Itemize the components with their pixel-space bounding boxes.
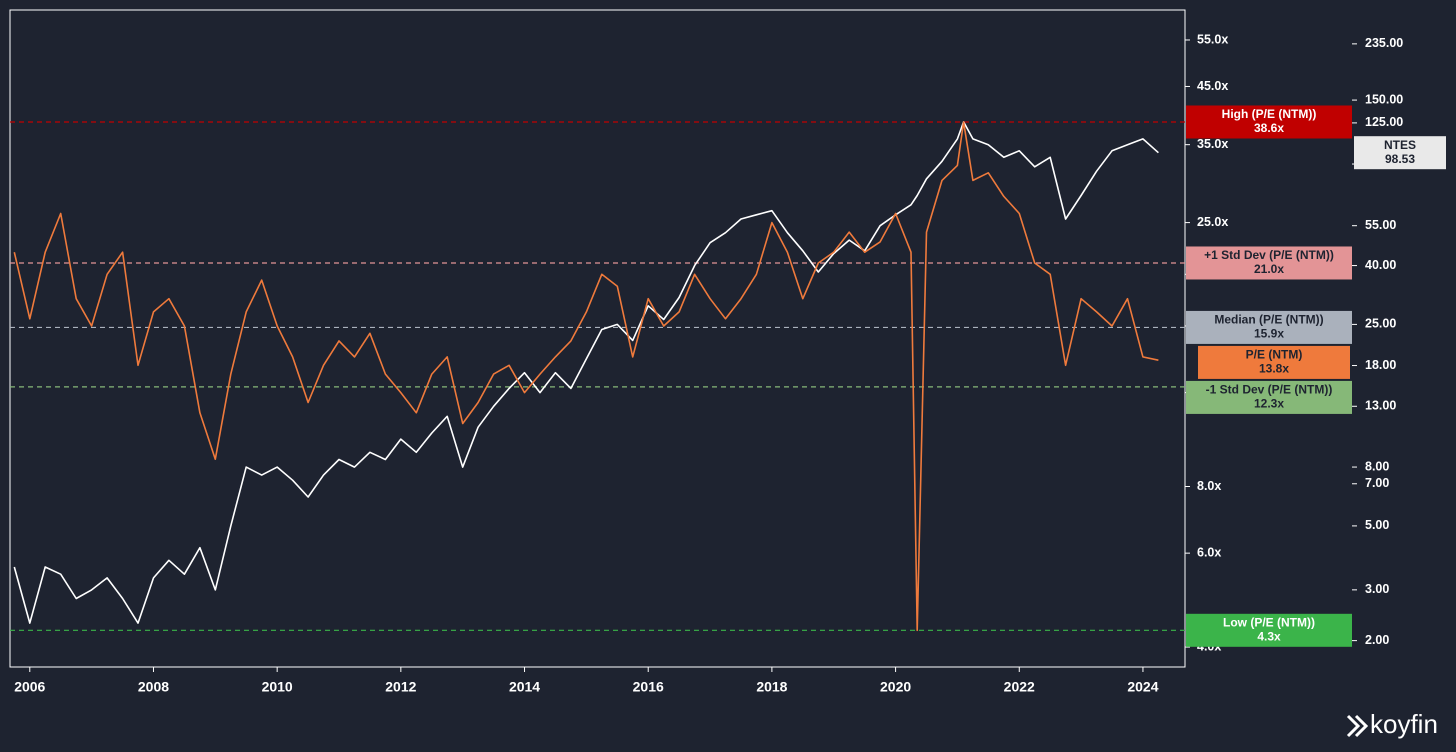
y2-tick-label: 18.00: [1365, 358, 1396, 372]
logo-text: koyfin: [1370, 709, 1438, 739]
x-tick-label: 2024: [1127, 679, 1158, 695]
y2-tick-label: 8.00: [1365, 459, 1389, 473]
value-box: High (P/E (NTM))38.6x: [1186, 105, 1352, 139]
value-box: P/E (NTM)13.8x: [1198, 345, 1350, 379]
y-tick-label: 55.0x: [1197, 32, 1228, 46]
value-box-value: 21.0x: [1254, 262, 1284, 276]
y2-tick-label: 7.00: [1365, 476, 1389, 490]
value-box-value: 98.53: [1385, 152, 1415, 166]
logo: koyfin: [1346, 709, 1438, 739]
x-tick-label: 2018: [756, 679, 787, 695]
y-tick-label: 35.0x: [1197, 137, 1228, 151]
value-box-value: 4.3x: [1257, 629, 1281, 643]
value-box-value: 38.6x: [1254, 121, 1284, 135]
x-tick-label: 2020: [880, 679, 911, 695]
y2-tick-label: 125.00: [1365, 115, 1403, 129]
plot-frame: [9, 9, 1186, 668]
series-line: [13, 121, 1159, 632]
x-tick-label: 2022: [1004, 679, 1035, 695]
value-box-name: P/E (NTM): [1246, 348, 1303, 362]
y2-tick-label: 150.00: [1365, 92, 1403, 106]
value-box-bg: [1186, 613, 1352, 647]
value-box-name: Median (P/E (NTM)): [1214, 313, 1323, 327]
value-box-name: +1 Std Dev (P/E (NTM)): [1204, 248, 1334, 262]
value-box-value: 13.8x: [1259, 362, 1289, 376]
y-tick-label: 6.0x: [1197, 545, 1221, 559]
x-tick-label: 2006: [14, 679, 45, 695]
y2-tick-label: 3.00: [1365, 582, 1389, 596]
value-box-name: Low (P/E (NTM)): [1223, 615, 1315, 629]
x-tick-label: 2010: [262, 679, 293, 695]
value-box-name: NTES: [1384, 138, 1416, 152]
y-tick-label: 25.0x: [1197, 215, 1228, 229]
value-box-name: -1 Std Dev (P/E (NTM)): [1206, 383, 1333, 397]
logo-icon: [1346, 714, 1369, 738]
value-box-bg: [1186, 105, 1352, 139]
x-tick-label: 2014: [509, 679, 540, 695]
x-tick-label: 2008: [138, 679, 169, 695]
value-box-name: High (P/E (NTM)): [1222, 107, 1317, 121]
value-box-bg: [1186, 310, 1352, 344]
value-box: Low (P/E (NTM))4.3x: [1186, 613, 1352, 647]
value-box-bg: [1354, 136, 1446, 170]
y2-tick-label: 13.00: [1365, 399, 1396, 413]
y2-tick-label: 235.00: [1365, 36, 1403, 50]
x-tick-label: 2016: [633, 679, 664, 695]
y-tick-label: 8.0x: [1197, 479, 1221, 493]
y2-tick-label: 2.00: [1365, 633, 1389, 647]
value-box: -1 Std Dev (P/E (NTM))12.3x: [1186, 380, 1352, 414]
value-box-value: 12.3x: [1254, 397, 1284, 411]
value-box: Median (P/E (NTM))15.9x: [1186, 310, 1352, 344]
y2-tick-label: 5.00: [1365, 518, 1389, 532]
y2-tick-label: 25.00: [1365, 317, 1396, 331]
value-box-bg: [1198, 345, 1350, 379]
value-box-bg: [1186, 380, 1352, 414]
series-line: [13, 121, 1159, 624]
value-box-bg: [1186, 246, 1352, 280]
value-box-value: 15.9x: [1254, 327, 1284, 341]
y-tick-label: 45.0x: [1197, 79, 1228, 93]
y2-tick-label: 40.00: [1365, 258, 1396, 272]
value-box: +1 Std Dev (P/E (NTM))21.0x: [1186, 246, 1352, 280]
x-tick-label: 2012: [385, 679, 416, 695]
y2-tick-label: 55.00: [1365, 218, 1396, 232]
